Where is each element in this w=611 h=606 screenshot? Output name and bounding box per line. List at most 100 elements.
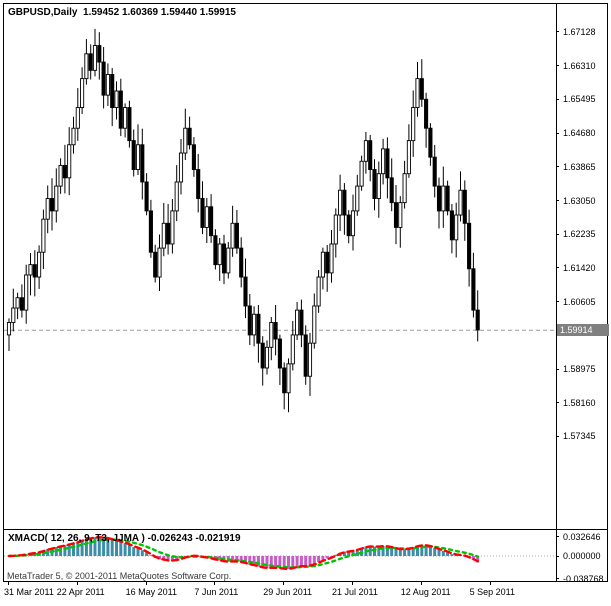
histogram-bar (437, 549, 441, 556)
histogram-bar (149, 555, 153, 556)
price-tick (556, 31, 559, 33)
candlestick (221, 234, 227, 285)
candlestick (449, 204, 454, 254)
candlestick (333, 208, 338, 258)
time-axis-label: 29 Jun 2011 (263, 587, 313, 597)
candlestick (368, 134, 373, 182)
price-tick (556, 267, 559, 269)
candlestick (299, 299, 304, 348)
candlestick (58, 158, 63, 194)
histogram-bar (282, 556, 286, 570)
candlestick (428, 123, 433, 166)
candlestick (445, 180, 450, 216)
candlestick (67, 127, 72, 196)
candlestick (372, 159, 377, 211)
indicator-tick (556, 578, 559, 580)
candlestick (346, 210, 351, 244)
candlestick (290, 320, 295, 371)
candlestick (295, 301, 300, 340)
time-axis[interactable]: 31 Mar 2011 22 Apr 2011 16 May 2011 7 Jun 2… (0, 582, 611, 606)
histogram-bar (355, 549, 359, 556)
candlestick (252, 306, 257, 347)
indicator-chart-canvas[interactable] (4, 530, 556, 581)
candlestick (15, 292, 20, 320)
histogram-bar (72, 542, 75, 556)
time-axis-label: 12 Aug 2011 (400, 587, 451, 597)
price-tick (556, 435, 559, 437)
candlestick (123, 103, 128, 138)
histogram-bar (175, 556, 179, 560)
candlestick-chart-canvas[interactable] (4, 4, 556, 529)
price-axis-label: 1.60605 (563, 296, 596, 307)
price-axis-label: 1.66310 (563, 60, 596, 71)
candlestick (140, 128, 145, 200)
time-tick (489, 582, 491, 585)
panel-divider[interactable] (3, 529, 608, 530)
histogram-bar (63, 545, 67, 556)
candlestick (92, 28, 98, 77)
histogram-bar (231, 556, 235, 562)
candlestick (393, 185, 399, 245)
time-axis-label: 5 Sep 2011 (469, 587, 515, 597)
indicator-axis[interactable]: 0.032646 0.000000 -0.038768 (556, 530, 610, 584)
histogram-bar (248, 556, 252, 565)
candlestick (402, 160, 407, 209)
candlestick (338, 174, 343, 232)
candlestick (247, 293, 252, 345)
candlestick (28, 253, 33, 296)
indicator-tick (556, 555, 559, 557)
candlestick (11, 288, 16, 332)
candlestick (131, 129, 136, 177)
price-axis-label: 1.58160 (563, 397, 596, 408)
candlestick (110, 68, 115, 127)
candlestick (234, 210, 239, 254)
histogram-bar (110, 539, 114, 556)
histogram-bar (218, 556, 222, 561)
time-tick (145, 582, 147, 585)
price-tick (556, 132, 559, 134)
histogram-bar (145, 552, 149, 556)
candlestick (462, 180, 467, 241)
histogram-bar (334, 554, 338, 556)
candlestick (226, 242, 231, 279)
price-axis-label: 1.63865 (563, 161, 596, 172)
candlestick (411, 90, 416, 157)
candlestick (389, 158, 394, 212)
histogram-bar (321, 556, 325, 560)
time-tick (8, 582, 9, 585)
candlestick (359, 155, 364, 191)
candlestick (49, 178, 55, 231)
candlestick (178, 139, 184, 195)
histogram-bar (420, 544, 424, 556)
time-axis-label: 21 Jul 2011 (332, 587, 378, 597)
histogram-bar (102, 537, 106, 556)
candlestick (19, 284, 24, 318)
histogram-bar (291, 556, 295, 568)
histogram-bar (416, 545, 419, 556)
price-tick (556, 166, 559, 168)
candlestick (316, 270, 321, 313)
histogram-bar (424, 545, 428, 556)
indicator-axis-label: 0.032646 (563, 531, 601, 542)
price-axis[interactable]: 1.67128 1.66310 1.65495 1.64680 1.63865 1.630… (556, 3, 610, 530)
histogram-bar (381, 546, 385, 556)
candlestick (329, 229, 334, 283)
histogram-bar (265, 556, 269, 569)
candlestick (381, 138, 386, 185)
histogram-bar (119, 542, 123, 556)
candlestick (209, 194, 214, 243)
candlestick (54, 168, 59, 223)
candlestick (187, 116, 192, 150)
candlestick (458, 171, 463, 222)
candlestick (191, 137, 196, 177)
price-tick (556, 65, 559, 67)
histogram-bar (76, 541, 80, 556)
price-axis-label: 1.64680 (563, 128, 596, 139)
price-axis-border (556, 3, 557, 582)
histogram-bar (274, 556, 278, 568)
histogram-bar (390, 547, 394, 556)
histogram-bar (140, 550, 144, 556)
candlestick (75, 88, 80, 141)
candlestick (204, 197, 209, 244)
histogram-bar (84, 538, 88, 556)
